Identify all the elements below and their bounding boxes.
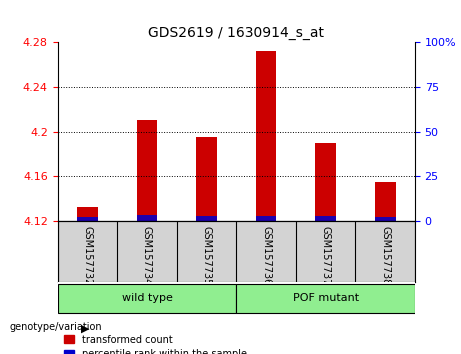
Text: ▶: ▶ [81,323,89,333]
Bar [77,207,98,221]
Bar [255,216,277,221]
Text: GSM157737: GSM157737 [320,226,331,285]
Bar [136,216,157,221]
Text: GSM157734: GSM157734 [142,226,152,285]
Legend: transformed count, percentile rank within the sample: transformed count, percentile rank withi… [60,331,250,354]
Text: GSM157736: GSM157736 [261,226,271,285]
Bar [375,217,396,221]
Text: wild type: wild type [122,293,172,303]
Bar [315,143,336,221]
Text: GSM157738: GSM157738 [380,226,390,285]
Bar [315,216,336,221]
FancyBboxPatch shape [58,284,236,313]
Bar [255,51,277,221]
Bar [136,120,157,221]
Text: POF mutant: POF mutant [293,293,359,303]
Text: genotype/variation: genotype/variation [9,322,102,332]
Bar [375,182,396,221]
Bar [77,217,98,221]
FancyBboxPatch shape [236,284,415,313]
Text: GSM157735: GSM157735 [201,226,212,285]
Bar [196,216,217,221]
Text: GSM157732: GSM157732 [83,226,92,285]
Bar [196,137,217,221]
Title: GDS2619 / 1630914_s_at: GDS2619 / 1630914_s_at [148,26,324,40]
